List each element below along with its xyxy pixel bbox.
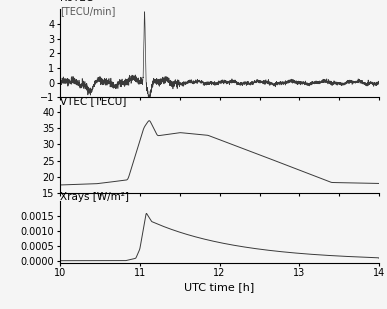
X-axis label: UTC time [h]: UTC time [h]: [185, 282, 255, 292]
Text: VTEC [TECU]: VTEC [TECU]: [60, 96, 127, 106]
Text: RoTEC: RoTEC: [60, 0, 93, 3]
Text: Xrays [W/m²]: Xrays [W/m²]: [60, 192, 129, 202]
Text: [TECU/min]: [TECU/min]: [60, 6, 115, 16]
